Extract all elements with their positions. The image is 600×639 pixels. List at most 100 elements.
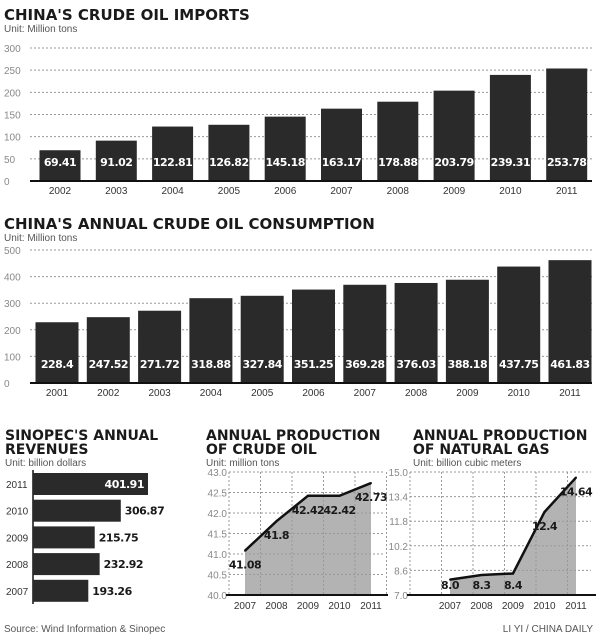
bar-2011: [546, 68, 588, 181]
data-point-2011: [370, 482, 372, 485]
bar-2005: [208, 124, 250, 181]
y-tick-label: 300: [4, 299, 21, 310]
x-tick-label: 2007: [234, 601, 257, 612]
x-tick-label: 2005: [218, 186, 241, 197]
data-label: 42.42: [292, 504, 324, 517]
y-tick-label: 0: [4, 379, 10, 390]
y-tick-label: 10.2: [389, 542, 409, 553]
bar-value-label: 193.26: [92, 585, 132, 598]
y-tick-label: 40.5: [208, 571, 228, 582]
bar-2007: [321, 108, 362, 181]
data-label: 41.08: [229, 559, 261, 572]
bar-value-label: 388.18: [448, 358, 487, 371]
x-tick-label: 2001: [46, 388, 69, 399]
x-tick-label: 2009: [443, 186, 466, 197]
bar-2004: [152, 126, 194, 181]
x-tick-label: 2007: [439, 601, 462, 612]
data-point-2009: [512, 572, 514, 575]
x-tick-label: 2011: [559, 388, 581, 399]
bar-value-label: 369.28: [345, 358, 384, 371]
bar-value-label: 203.79: [434, 156, 473, 169]
bar-2008: [33, 553, 100, 576]
chart-unit: Unit: Million tons: [4, 24, 77, 35]
source-note: Source: Wind Information & Sinopec: [4, 624, 165, 635]
x-tick-label: 2010: [533, 601, 556, 612]
bar-2007: [33, 579, 89, 602]
chart-title: CHINA'S CRUDE OIL IMPORTS: [4, 6, 250, 24]
chart-title: OF CRUDE OIL: [206, 442, 317, 458]
data-label: 8.3: [473, 579, 491, 592]
data-point-2010: [543, 510, 546, 513]
chart-title: OF NATURAL GAS: [413, 442, 550, 458]
x-tick-label: 2002: [49, 186, 72, 197]
y-tick-label: 250: [4, 66, 21, 77]
y-tick-label: 15.0: [389, 468, 409, 479]
y-tick-label: 8.6: [394, 566, 408, 577]
y-tick-label: 200: [4, 88, 21, 99]
bar-2002: [39, 150, 81, 181]
data-point-2008: [480, 574, 483, 577]
bar-value-label: 69.41: [44, 156, 76, 169]
data-point-2010: [338, 494, 341, 497]
bar-value-label: 437.75: [499, 358, 538, 371]
x-tick-label: 2008: [265, 601, 288, 612]
chart-unit: Unit: million tons: [206, 458, 279, 469]
bar-value-label: 327.84: [242, 358, 282, 371]
bar-value-label: 91.02: [100, 156, 132, 169]
data-point-2009: [307, 494, 309, 497]
bar-2005: [240, 295, 284, 383]
bar-value-label: 253.78: [547, 156, 586, 169]
bar-value-label: 401.91: [105, 478, 144, 491]
data-label: 41.8: [264, 529, 289, 542]
bar-2010: [489, 74, 531, 181]
y-tick-label: 400: [4, 273, 21, 284]
bar-value-label: 271.72: [140, 358, 179, 371]
bar-value-label: 351.25: [294, 358, 333, 371]
bar-2002: [86, 317, 130, 383]
bar-value-label: 163.17: [322, 156, 361, 169]
x-tick-label: 2007: [330, 186, 353, 197]
bar-value-label: 461.83: [550, 358, 589, 371]
data-label: 8.0: [441, 579, 460, 592]
chart-1: CHINA'S ANNUAL CRUDE OIL CONSUMPTIONUnit…: [4, 215, 592, 399]
y-tick-label: 41.0: [208, 550, 228, 561]
bar-2003: [138, 310, 182, 383]
bar-2009: [445, 279, 489, 383]
x-tick-label: 2009: [297, 601, 320, 612]
bar-value-label: 145.18: [265, 156, 304, 169]
x-tick-label: 2009: [502, 601, 525, 612]
bar-value-label: 247.52: [89, 358, 128, 371]
x-tick-label: 2010: [328, 601, 351, 612]
bar-value-label: 239.31: [491, 156, 530, 169]
y-tick-label: 2011: [6, 480, 28, 491]
data-label: 12.4: [532, 520, 558, 533]
bar-2008: [377, 101, 419, 181]
bar-value-label: 126.82: [209, 156, 248, 169]
bar-value-label: 228.4: [41, 358, 74, 371]
data-point-2011: [575, 476, 577, 479]
x-tick-label: 2008: [387, 186, 410, 197]
y-tick-label: 42.5: [208, 489, 228, 500]
chart-unit: Unit: billion dollars: [5, 458, 86, 469]
bar-2004: [189, 298, 233, 383]
y-tick-label: 50: [4, 155, 16, 166]
y-tick-label: 100: [4, 133, 21, 144]
y-tick-label: 13.4: [389, 493, 409, 504]
x-tick-label: 2011: [556, 186, 578, 197]
chart-title: SINOPEC'S ANNUAL: [5, 428, 158, 444]
bar-2009: [33, 526, 95, 549]
data-point-2007: [449, 578, 451, 581]
y-tick-label: 150: [4, 111, 21, 122]
y-tick-label: 41.5: [208, 530, 228, 541]
y-tick-label: 2007: [6, 587, 29, 598]
chart-unit: Unit: Million tons: [4, 233, 77, 244]
y-tick-label: 300: [4, 44, 21, 55]
y-tick-label: 2008: [6, 560, 29, 571]
bar-2007: [343, 284, 387, 383]
y-tick-label: 40.0: [208, 591, 228, 602]
